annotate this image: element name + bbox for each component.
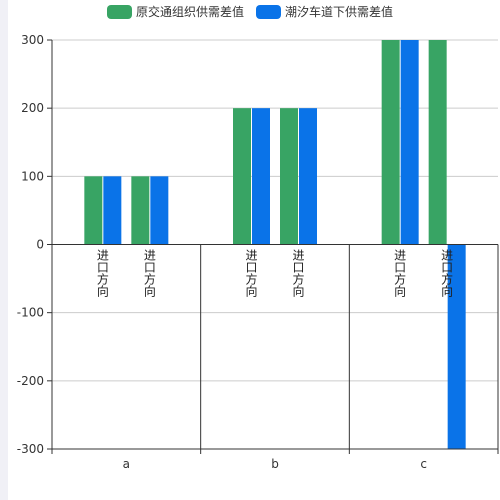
legend: 原交通组织供需差值 潮汐车道下供需差值 [0, 3, 500, 20]
legend-item-tidal[interactable]: 潮汐车道下供需差值 [256, 3, 393, 20]
y-tick-label-0: 0 [36, 238, 44, 252]
x-tick-label-c: c [420, 457, 427, 471]
bar-label-a-1: 进口方向 [97, 249, 109, 299]
left-edge-strip [0, 0, 8, 500]
bar-label-b-1: 进口方向 [245, 249, 257, 299]
bar-c-2-series2 [447, 244, 466, 449]
bar-b-1-series2 [252, 108, 270, 245]
legend-swatch-tidal [256, 4, 281, 19]
x-tick-label-a: a [123, 457, 130, 471]
y-tick-label--200: -200 [17, 374, 44, 388]
legend-item-original[interactable]: 原交通组织供需差值 [106, 3, 244, 20]
bar-label-c-2: 进口方向 [441, 249, 453, 299]
bar-label-a-2: 进口方向 [144, 249, 156, 299]
y-tick-label-200: 200 [21, 101, 44, 115]
legend-label-tidal: 潮汐车道下供需差值 [285, 5, 394, 19]
y-tick-label-300: 300 [21, 33, 44, 47]
bar-b-2-series1 [280, 108, 298, 245]
bar-c-1-series1 [381, 40, 400, 245]
bar-label-c-1: 进口方向 [394, 249, 406, 299]
bar-c-2-series1 [428, 40, 447, 245]
x-tick-label-b: b [271, 457, 279, 471]
bar-a-2-series1 [131, 176, 150, 245]
bar-a-1-series1 [84, 176, 103, 245]
y-tick-label--100: -100 [17, 306, 44, 320]
bar-a-1-series2 [103, 176, 122, 245]
bar-b-2-series2 [299, 108, 317, 245]
y-tick-label-100: 100 [21, 169, 44, 183]
legend-swatch-original [106, 4, 132, 19]
bar-b-1-series1 [233, 108, 251, 245]
bar-a-2-series2 [150, 176, 169, 245]
y-tick-label--300: -300 [17, 442, 44, 456]
bar-c-1-series2 [400, 40, 419, 245]
bar-label-b-2: 进口方向 [292, 249, 304, 299]
legend-label-original: 原交通组织供需差值 [135, 5, 244, 19]
